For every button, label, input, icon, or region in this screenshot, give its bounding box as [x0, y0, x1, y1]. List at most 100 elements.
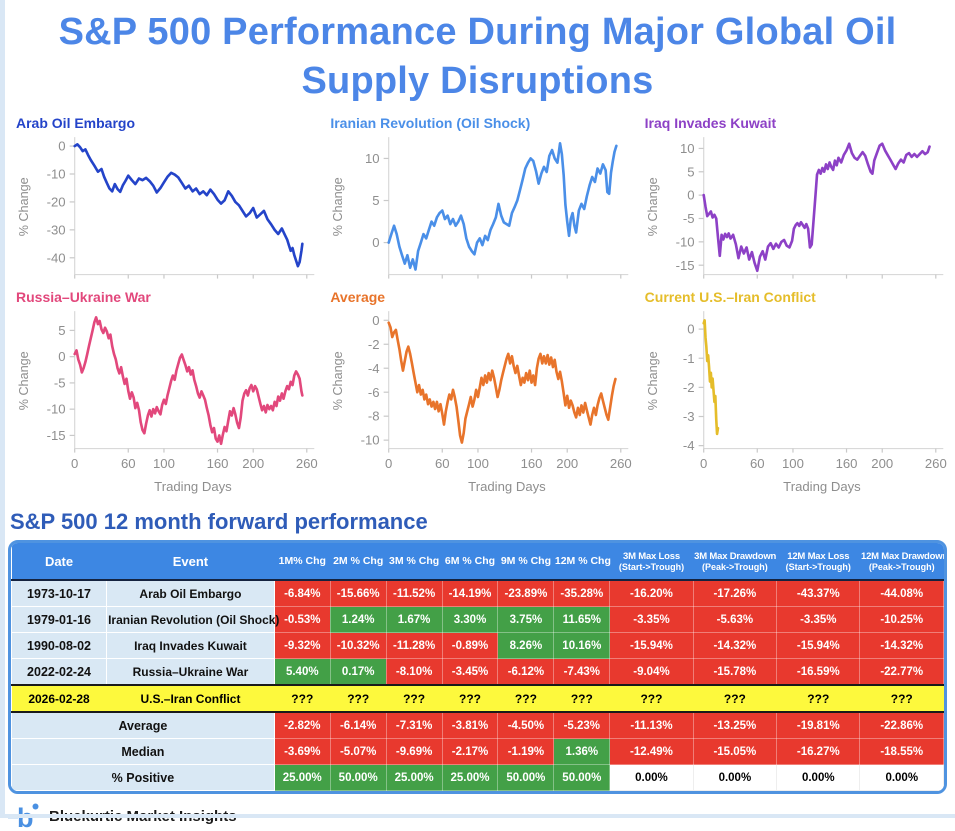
event-cell: Russia–Ukraine War	[106, 658, 275, 686]
y-tick-label: 0	[58, 349, 65, 364]
date-cell: 2026-02-28	[11, 684, 107, 714]
table-row: 2022-02-24 Russia–Ukraine War 5.40% 0.17% -8…	[11, 658, 944, 686]
value-cell: -23.89%	[497, 579, 555, 608]
value-cell: -7.43%	[553, 658, 611, 686]
x-tick-label: 160	[207, 456, 229, 471]
page-title-line2: Supply Disruptions	[301, 59, 654, 102]
page-left-edge	[0, 0, 5, 818]
event-cell: U.S.–Iran Conflict	[106, 684, 275, 714]
column-header-label: 3M Max Drawdown	[694, 550, 777, 562]
value-cell: -1.19%	[497, 738, 555, 766]
value-cell: 50.00%	[329, 764, 387, 792]
value-cell: -10.32%	[329, 632, 387, 660]
value-cell: -13.25%	[692, 711, 778, 740]
value-cell: -3.45%	[441, 658, 499, 686]
y-tick-label: -10	[675, 235, 694, 250]
value-cell: -17.26%	[692, 579, 778, 608]
chart-panel: Average 0 -2 -4 -6 -8 -10 0 60 100 160 200 260 % Chan…	[324, 285, 632, 505]
chart-panel: Iraq Invades Kuwait 10 5 0 -5 -10 -15 % Change	[639, 111, 947, 285]
event-cell: Arab Oil Embargo	[106, 579, 275, 608]
chart-line	[73, 143, 304, 268]
table-row: % Positive 25.00% 50.00% 25.00% 25.00% 50.00%…	[11, 764, 944, 792]
value-cell: 25.00%	[441, 764, 499, 792]
value-cell: -35.28%	[553, 579, 611, 608]
value-cell: 0.00%	[859, 764, 944, 792]
value-cell: ???	[442, 684, 498, 714]
line-chart: 10 5 0 -5 -10 -15 % Change	[646, 137, 943, 279]
value-cell: ???	[693, 684, 777, 714]
column-header: 3M % Chg	[386, 543, 443, 581]
value-cell: -15.05%	[692, 738, 778, 766]
y-tick-label: 5	[373, 193, 380, 208]
y-tick-label: -2	[683, 380, 695, 395]
chart-line	[387, 142, 618, 272]
value-cell: -5.23%	[553, 711, 611, 740]
value-cell: 5.40%	[273, 658, 331, 686]
table-row: 1979-01-16 Iranian Revolution (Oil Shock)…	[11, 606, 944, 634]
value-cell: ???	[553, 684, 610, 714]
column-header-subline: (Peak->Trough)	[868, 561, 935, 572]
summary-label-cell: Average	[11, 711, 275, 740]
line-chart: 0 -10 -20 -30 -40 % Change	[17, 137, 315, 279]
column-header: 12M Max Loss (Start->Trough)	[776, 543, 860, 581]
y-tick-label: -4	[683, 438, 695, 453]
value-cell: -3.35%	[609, 606, 694, 634]
x-tick-label: 0	[71, 456, 78, 471]
table-row: 2026-02-28 U.S.–Iran Conflict????????????…	[11, 684, 944, 714]
value-cell: 10.16%	[553, 632, 611, 660]
page-bottom-edge	[0, 814, 955, 818]
value-cell: -15.94%	[776, 632, 861, 660]
table-body: 1973-10-17 Arab Oil Embargo -6.84% -15.66% -…	[11, 579, 944, 792]
x-axis-label: Trading Days	[154, 479, 232, 494]
value-cell: ???	[776, 684, 860, 714]
value-cell: ???	[330, 684, 387, 714]
value-cell: -9.32%	[273, 632, 331, 660]
value-cell: -12.49%	[609, 738, 694, 766]
y-tick-label: 0	[373, 313, 380, 328]
value-cell: 8.26%	[497, 632, 555, 660]
y-axis-label: % Change	[332, 178, 346, 237]
x-tick-label: 60	[750, 456, 765, 471]
value-cell: -0.89%	[441, 632, 499, 660]
value-cell: -5.63%	[692, 606, 778, 634]
x-tick-label: 260	[610, 456, 632, 471]
value-cell: -43.37%	[776, 579, 861, 608]
x-tick-label: 260	[924, 456, 946, 471]
y-tick-label: 10	[680, 141, 695, 156]
x-tick-label: 60	[121, 456, 136, 471]
date-cell: 1973-10-17	[11, 579, 108, 608]
value-cell: -15.66%	[329, 579, 387, 608]
value-cell: 0.00%	[692, 764, 778, 792]
column-header-label: 1M% Chg	[278, 555, 326, 568]
y-tick-label: 0	[687, 322, 694, 337]
value-cell: -8.10%	[385, 658, 443, 686]
page-title-line1: S&P 500 Performance During Major Global …	[58, 11, 897, 53]
chart-panel: Current U.S.–Iran Conflict 0 -1 -2 -3 -4 0 60 10…	[639, 285, 947, 505]
chart-panel: Arab Oil Embargo 0 -10 -20 -30 -40 % Change	[10, 111, 318, 285]
column-header-label: Event	[172, 553, 209, 569]
value-cell: ???	[859, 684, 944, 714]
y-tick-label: 0	[373, 235, 380, 250]
line-chart: 0 5 10 % Change	[332, 137, 629, 279]
value-cell: -6.14%	[329, 711, 387, 740]
value-cell: -3.35%	[776, 606, 861, 634]
column-header-label: 2M % Chg	[333, 555, 384, 568]
event-cell: Iraq Invades Kuwait	[106, 632, 275, 660]
chart-title: Iraq Invades Kuwait	[644, 115, 777, 132]
y-axis-label: % Change	[17, 178, 31, 237]
chart-panel: Iranian Revolution (Oil Shock) 0 5 10 % Chan…	[324, 111, 632, 285]
value-cell: -22.77%	[859, 658, 944, 686]
value-cell: -16.20%	[609, 579, 694, 608]
chart-title: Arab Oil Embargo	[16, 115, 136, 132]
y-tick-label: -5	[683, 211, 695, 226]
chart-title: Average	[330, 288, 386, 305]
chart-title: Current U.S.–Iran Conflict	[644, 288, 816, 305]
y-tick-label: -2	[368, 337, 380, 352]
charts-grid: Arab Oil Embargo 0 -10 -20 -30 -40% Change Ira…	[0, 105, 955, 505]
column-header: 2M % Chg	[330, 543, 387, 581]
y-tick-label: 0	[687, 188, 694, 203]
page-title: S&P 500 Performance During Major Global …	[0, 0, 955, 105]
value-cell: ???	[609, 684, 694, 714]
value-cell: -11.52%	[385, 579, 443, 608]
value-cell: -9.69%	[385, 738, 443, 766]
